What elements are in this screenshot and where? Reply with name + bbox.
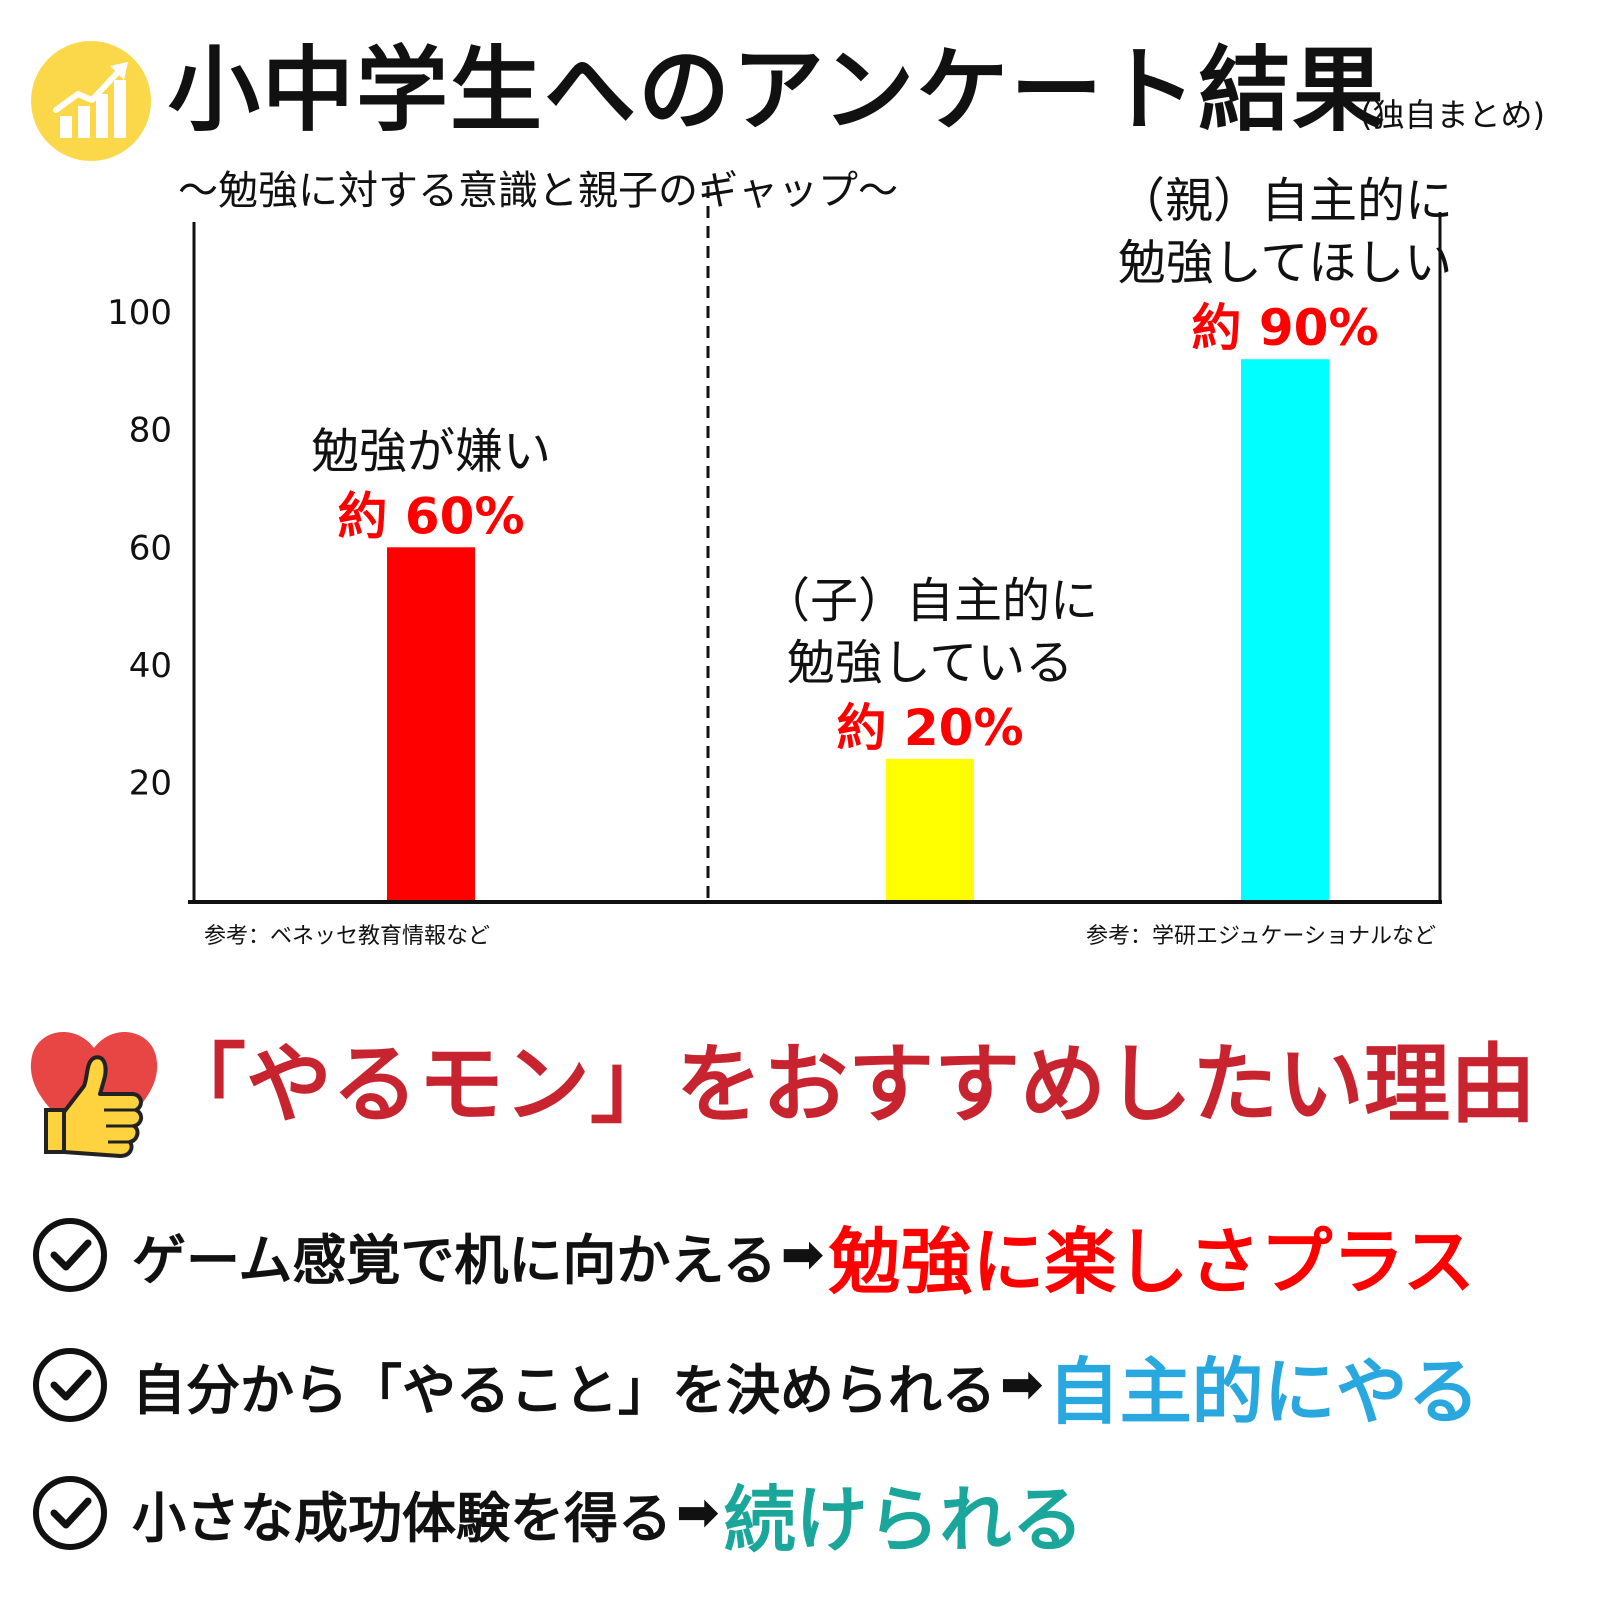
check-circle-icon <box>33 1348 107 1422</box>
bar <box>387 547 475 900</box>
reason-item: ゲーム感覚で机に向かえる ➡ 勉強に楽しさプラス <box>30 1210 1475 1304</box>
source-note-left: 参考：ベネッセ教育情報など <box>204 924 491 949</box>
bar-category-label: 勉強してほしい <box>1118 235 1453 291</box>
y-tick-label: 100 <box>107 293 172 333</box>
y-tick-label: 40 <box>129 646 172 686</box>
reason-highlight: 続けられる <box>723 1477 1084 1562</box>
bar-category-label: （親）自主的に <box>1117 173 1453 229</box>
source-note-right: 参考：学研エジュケーショナルなど <box>1085 924 1436 949</box>
y-tick-label: 80 <box>129 411 172 451</box>
bar-value-label: 約 60% <box>337 487 524 545</box>
bars <box>387 359 1329 900</box>
bar <box>886 758 974 900</box>
reason-text: ゲーム感覚で机に向かえる <box>132 1228 777 1292</box>
bar-value-label: 約 20% <box>836 699 1023 757</box>
check-circle-icon <box>33 1476 107 1550</box>
arrow-right-icon: ➡ <box>1000 1355 1044 1415</box>
reason-text: 小さな成功体験を得る <box>132 1486 672 1550</box>
arrow-right-icon: ➡ <box>676 1483 720 1543</box>
page-title: 小中学生へのアンケート結果 <box>168 37 1387 144</box>
reason-text: 自分から「やること」を決められる <box>132 1358 996 1422</box>
bar-category-label: 勉強が嫌い <box>311 423 551 479</box>
bar-value-label: 約 90% <box>1191 299 1378 357</box>
arrow-right-icon: ➡ <box>780 1225 825 1285</box>
reason-highlight: 勉強に楽しさプラス <box>828 1219 1475 1304</box>
bar-category-label: （子）自主的に <box>762 573 1098 629</box>
y-tick-labels: 20 40 60 80 100 <box>107 293 172 803</box>
bar-category-label: 勉強している <box>787 635 1074 691</box>
reason-item: 小さな成功体験を得る ➡ 続けられる <box>30 1468 1084 1562</box>
bar <box>1241 359 1329 900</box>
chart-growth-icon <box>31 41 151 161</box>
y-tick-label: 60 <box>129 528 172 568</box>
chart-axes <box>188 186 1442 904</box>
reason-highlight: 自主的にやる <box>1047 1349 1480 1434</box>
page-subtitle: 〜勉強に対する意識と親子のギャップ〜 <box>178 168 898 214</box>
heart-thumbs-up-icon <box>30 1032 158 1158</box>
reason-item: 自分から「やること」を決められる ➡ 自主的にやる <box>30 1340 1480 1434</box>
title-note: (独自まとめ) <box>1360 96 1545 134</box>
y-tick-label: 20 <box>129 763 172 803</box>
check-circle-icon <box>33 1218 107 1292</box>
reasons-title: 「やるモン」をおすすめしたい理由 <box>160 1035 1536 1135</box>
